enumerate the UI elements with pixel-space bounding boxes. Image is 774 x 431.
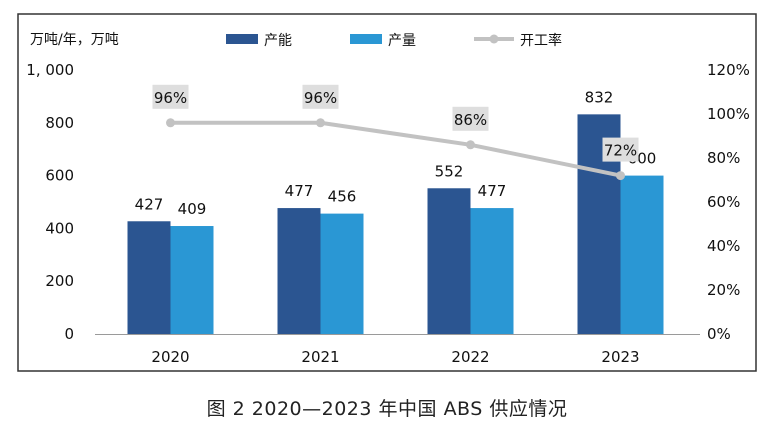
bar-capacity — [277, 208, 321, 334]
figure-caption: 图 2 2020—2023 年中国 ABS 供应情况 — [206, 398, 568, 420]
legend-label: 产量 — [388, 33, 416, 49]
bar-production — [470, 208, 514, 334]
legend-label: 产能 — [264, 33, 292, 49]
utilization-value-label: 96% — [304, 89, 337, 107]
bar-production — [320, 213, 364, 334]
y-right-tick-label: 20% — [707, 281, 740, 299]
production-value-label: 409 — [178, 200, 207, 218]
legend-label: 开工率 — [520, 32, 562, 49]
utilization-label-box — [152, 84, 189, 109]
legend: 产能 产量 开工率 — [226, 32, 562, 49]
y-left-tick-label: 0 — [64, 325, 74, 343]
chart-frame: 万吨/年，万吨 产能 产量 开工率 0 200 400 600 800 1, 000 0% 20… — [17, 13, 757, 372]
y-right-tick-label: 60% — [707, 193, 740, 211]
x-tick-label: 2020 — [151, 348, 189, 366]
legend-swatch — [226, 34, 258, 44]
y-right-tick-label: 80% — [707, 149, 740, 167]
chart-border — [17, 13, 757, 372]
y-right-tick-label: 0% — [707, 325, 731, 343]
y-axis-unit-label: 万吨/年，万吨 — [30, 32, 119, 48]
utilization-value-label: 72% — [604, 142, 637, 160]
x-tick-label: 2021 — [301, 348, 339, 366]
utilization-label-box — [302, 84, 339, 109]
y-left-tick-label: 600 — [45, 167, 74, 185]
chart: 万吨/年，万吨 产能 产量 开工率 0 200 400 600 800 1, 000 0% 20… — [17, 13, 757, 372]
x-tick-label: 2023 — [601, 348, 639, 366]
utilization-line — [166, 118, 625, 181]
x-tick-label: 2022 — [451, 348, 489, 366]
utilization-value-label: 86% — [454, 111, 487, 129]
x-axis: 2020 2021 2022 2023 — [151, 348, 639, 366]
production-value-label: 477 — [478, 182, 507, 200]
y-right-tick-label: 40% — [707, 237, 740, 255]
capacity-value-label: 477 — [285, 182, 314, 200]
capacity-value-label: 552 — [435, 162, 464, 180]
bar-production — [620, 175, 664, 334]
y-axis-right: 0% 20% 40% 60% 80% 100% 120% — [707, 61, 750, 343]
utilization-point — [166, 118, 175, 128]
utilization-point — [316, 118, 325, 128]
bar-capacity — [427, 188, 471, 334]
y-axis-left: 0 200 400 600 800 1, 000 — [26, 61, 74, 343]
utilization-point — [466, 140, 475, 150]
bar-capacity — [127, 221, 171, 334]
capacity-value-label: 832 — [585, 88, 614, 106]
utilization-point — [616, 171, 625, 181]
utilization-series-line — [170, 120, 621, 178]
legend-swatch — [350, 34, 382, 44]
bars — [127, 114, 664, 335]
production-value-label: 456 — [328, 188, 357, 206]
utilization-label-box — [452, 106, 489, 131]
utilization-value-label: 96% — [154, 89, 187, 107]
y-right-tick-label: 100% — [707, 105, 750, 123]
legend-marker — [489, 34, 499, 44]
y-left-tick-label: 800 — [45, 114, 74, 132]
y-left-tick-label: 1, 000 — [26, 61, 74, 79]
bar-production — [170, 226, 214, 334]
y-left-tick-label: 400 — [45, 219, 74, 237]
utilization-label-box — [602, 137, 639, 162]
y-right-tick-label: 120% — [707, 61, 750, 79]
y-left-tick-label: 200 — [45, 272, 74, 290]
capacity-value-label: 427 — [135, 195, 164, 213]
